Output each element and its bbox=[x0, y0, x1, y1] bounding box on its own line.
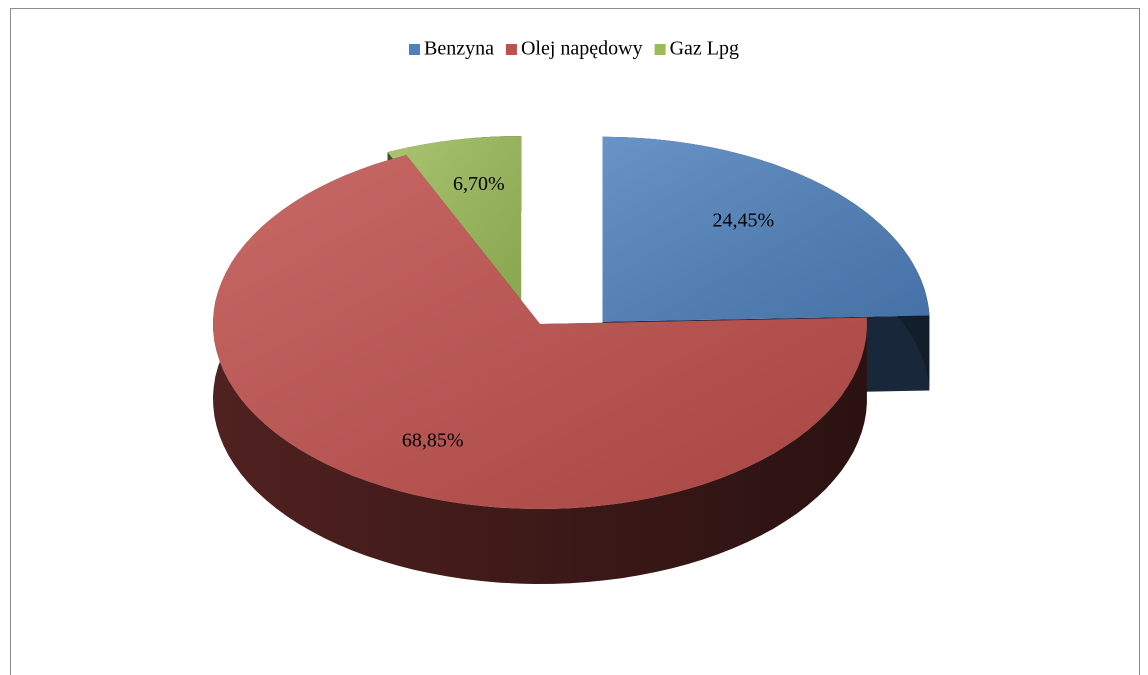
legend-label: Gaz Lpg bbox=[670, 38, 739, 60]
legend-swatch bbox=[654, 44, 666, 55]
data-label: 68,85% bbox=[402, 429, 464, 451]
legend-item: Gaz Lpg bbox=[654, 38, 739, 60]
data-label: 24,45% bbox=[713, 210, 775, 232]
data-label: 6,70% bbox=[453, 173, 505, 195]
legend: Benzyna Olej napędowy Gaz Lpg bbox=[408, 38, 739, 60]
slice-top-shade bbox=[602, 136, 930, 322]
plot: 24,45% 68,85% 6,70% bbox=[213, 136, 930, 584]
legend-label: Olej napędowy bbox=[521, 38, 643, 60]
pie-slice bbox=[213, 155, 867, 584]
legend-swatch bbox=[408, 44, 420, 55]
legend-label: Benzyna bbox=[424, 38, 494, 60]
slice-top-shade bbox=[213, 155, 867, 509]
legend-item: Olej napędowy bbox=[505, 38, 643, 60]
legend-swatch bbox=[505, 44, 517, 55]
legend-item: Benzyna bbox=[408, 38, 494, 60]
